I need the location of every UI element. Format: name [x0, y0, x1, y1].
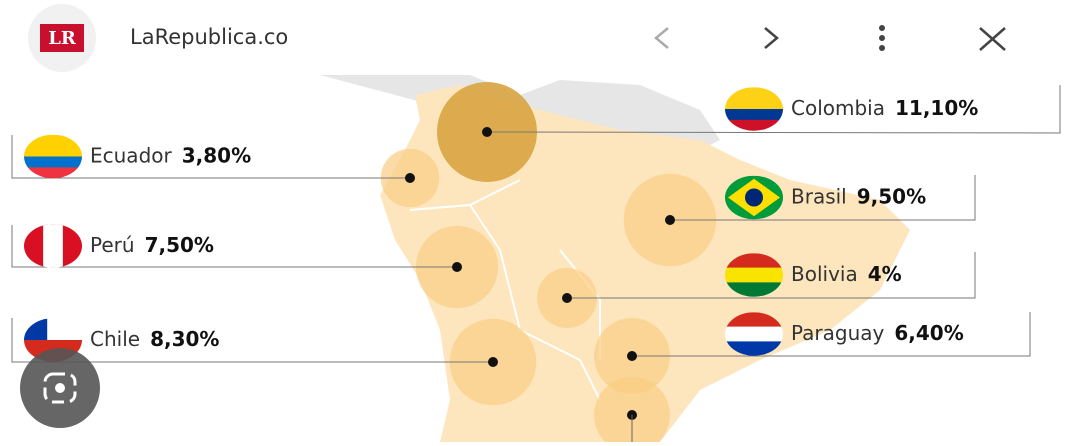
forward-button[interactable]	[764, 27, 779, 49]
country-value: 7,50%	[145, 233, 214, 257]
dot	[405, 173, 415, 183]
flag-band	[725, 119, 783, 131]
dot	[562, 293, 572, 303]
flag	[725, 175, 783, 220]
dot	[665, 215, 675, 225]
country-label: Bolivia 4%	[791, 262, 902, 286]
dot	[482, 127, 492, 137]
leader	[486, 85, 1061, 134]
flag	[725, 253, 783, 297]
dot	[627, 351, 637, 361]
flag-body	[725, 87, 783, 131]
flag	[725, 87, 783, 131]
map-marks: Colombia 11,10% Ecuador 3,80% Brasil 9,50% Per…	[11, 82, 1061, 406]
flag-body	[725, 253, 783, 297]
country-name: Perú	[90, 233, 135, 257]
country-label: Brasil 9,50%	[791, 184, 926, 208]
flag-band	[725, 341, 783, 356]
logo	[40, 24, 84, 52]
flag-body	[725, 175, 783, 220]
flag-band	[725, 326, 783, 342]
country-label: Paraguay 6,40%	[791, 321, 964, 345]
flag-band	[725, 282, 783, 297]
lens-dot	[55, 383, 65, 393]
flag-band	[725, 253, 783, 269]
country-name: Chile	[90, 327, 140, 351]
flag-band	[725, 87, 783, 110]
dot	[452, 262, 462, 272]
flag-globe	[745, 188, 763, 207]
country-name: Bolivia	[791, 262, 858, 286]
flag-band	[24, 156, 82, 168]
flag	[24, 134, 82, 179]
country-value: 4%	[868, 262, 902, 286]
close-button[interactable]	[979, 27, 1006, 51]
back-button[interactable]	[654, 27, 669, 49]
country-name: Ecuador	[90, 143, 172, 167]
flag-band	[24, 134, 82, 157]
logo-text: LR	[48, 28, 77, 49]
flag-body	[24, 134, 82, 179]
country-name: Paraguay	[791, 321, 885, 345]
country-label: Chile 8,30%	[90, 327, 219, 351]
country-value: 8,30%	[150, 327, 219, 351]
browser-bar	[0, 0, 1071, 75]
country-label: Perú 7,50%	[90, 233, 214, 257]
flag-band	[43, 224, 63, 268]
leader	[11, 135, 410, 179]
flag-body	[24, 224, 82, 268]
country-value: 6,40%	[894, 321, 963, 345]
leader	[632, 312, 1031, 357]
flag-band	[725, 267, 783, 283]
country-label: Colombia 11,10%	[791, 96, 978, 120]
country-name: Brasil	[791, 184, 847, 208]
country-value: 3,80%	[182, 143, 251, 167]
flag-band	[725, 312, 783, 328]
country-label: Ecuador 3,80%	[90, 143, 251, 167]
flag-band	[24, 167, 82, 179]
borders	[409, 179, 601, 401]
dot	[488, 357, 498, 367]
flag-band	[725, 109, 783, 121]
leader	[11, 318, 493, 363]
menu-button[interactable]	[879, 25, 885, 51]
country-value: 11,10%	[895, 96, 978, 120]
country-name: Colombia	[791, 96, 885, 120]
leader	[567, 252, 976, 299]
lens-icon	[43, 372, 77, 404]
leader	[670, 175, 976, 221]
flag-body	[725, 312, 783, 356]
site-name: LaRepublica.co	[130, 25, 288, 49]
flag	[725, 312, 783, 356]
leader	[11, 225, 457, 268]
country-value: 9,50%	[857, 184, 926, 208]
flag	[24, 224, 82, 268]
